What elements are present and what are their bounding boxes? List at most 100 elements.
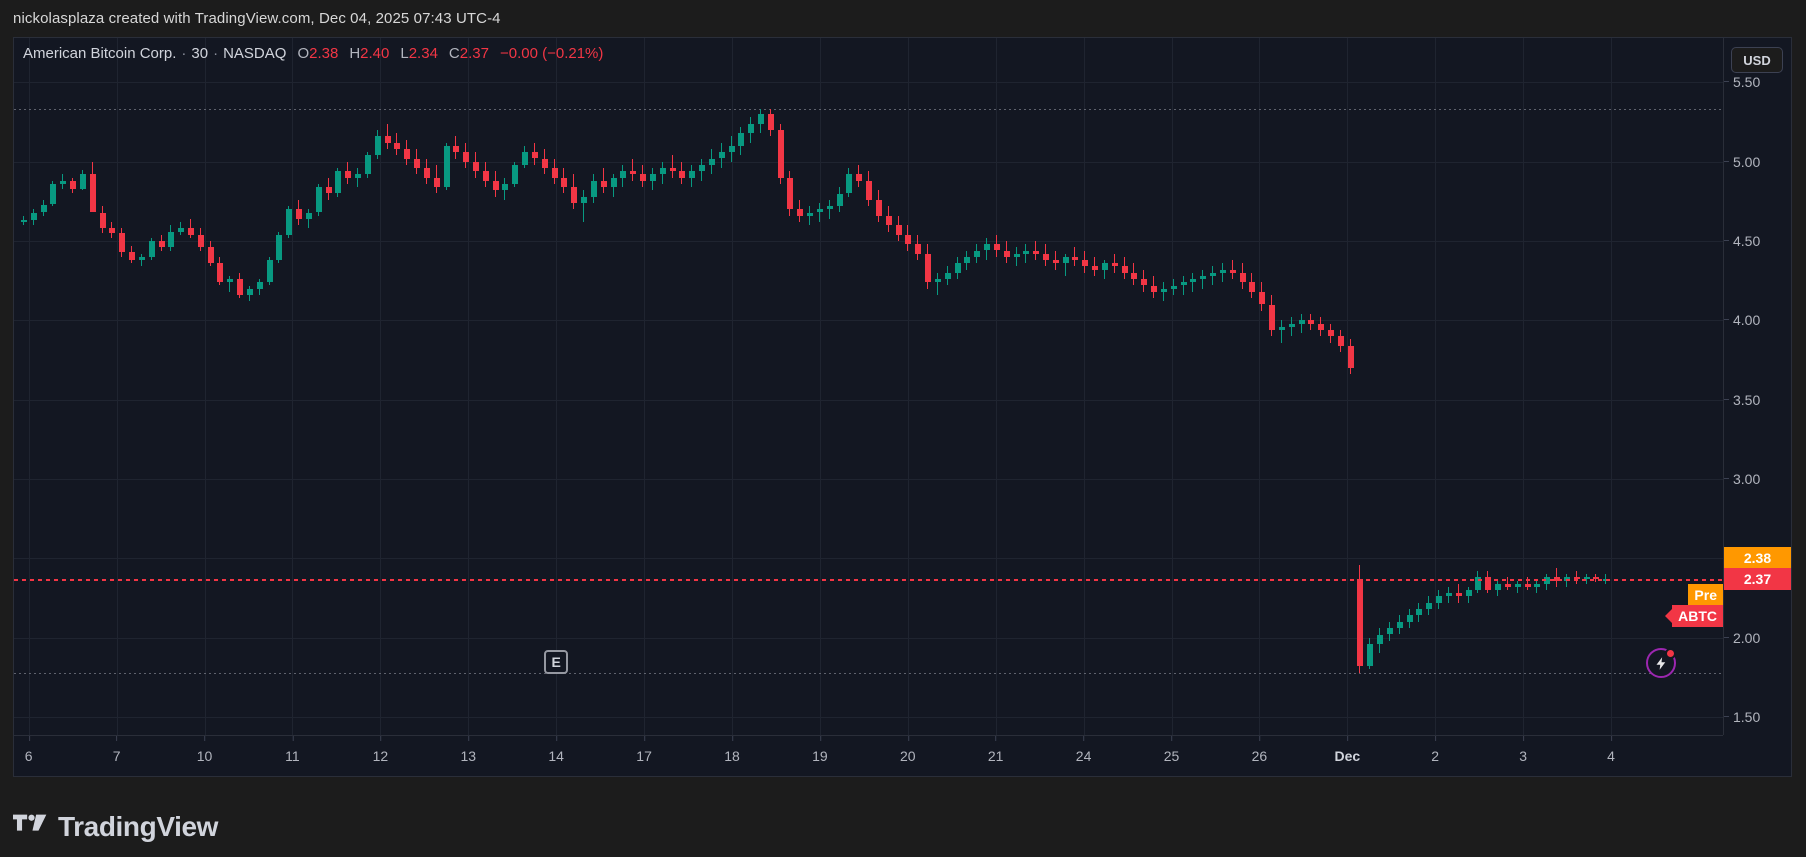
ohlc-legend[interactable]: American Bitcoin Corp. · 30 · NASDAQ O 2… (23, 45, 603, 63)
candle-body (678, 171, 685, 178)
candle-body (1347, 345, 1354, 368)
candle-body (1091, 266, 1098, 270)
candle-body (1573, 577, 1580, 579)
candle-body (885, 215, 892, 226)
candle-body (325, 187, 332, 194)
candle-body (69, 180, 76, 189)
candle-body (1160, 288, 1167, 292)
candle-body (30, 212, 37, 221)
candle-body (423, 168, 430, 178)
gridline-vertical (380, 38, 382, 735)
plot-background (14, 38, 1723, 735)
candle-wick (1104, 260, 1106, 280)
candle-body (49, 183, 56, 205)
candle-wick (1556, 567, 1558, 587)
gridline-vertical (1171, 38, 1173, 735)
candle-body (344, 171, 351, 178)
candle-body (551, 168, 558, 178)
legend-symbol[interactable]: American Bitcoin Corp. (23, 45, 177, 62)
candle-body (384, 136, 391, 143)
candle-body (1553, 577, 1560, 581)
candle-body (521, 152, 528, 165)
last-price-badge: 2.37 (1724, 568, 1791, 590)
candle-body (1317, 323, 1324, 330)
legend-interval[interactable]: 30 (191, 45, 209, 62)
time-tick: 19 (812, 736, 828, 777)
legend-exchange: NASDAQ (223, 45, 287, 62)
current-price-line (14, 579, 1723, 581)
legend-close-label: C (448, 45, 460, 62)
candle-wick (1163, 282, 1165, 302)
time-tick: 10 (197, 736, 212, 777)
candle-body (1150, 285, 1157, 292)
candle-body (904, 234, 911, 245)
candle-body (1003, 250, 1010, 257)
gridline-vertical (1083, 38, 1085, 735)
time-tick: 12 (373, 736, 388, 777)
candle-body (1199, 276, 1206, 280)
candle-body (443, 145, 450, 188)
candle-wick (1576, 571, 1578, 584)
legend-open-value: 2.38 (309, 45, 339, 62)
candle-body (266, 260, 273, 283)
time-tick: 11 (285, 736, 300, 777)
candle-body (669, 168, 676, 172)
time-tick: 18 (724, 736, 740, 777)
candle-wick (819, 203, 821, 222)
pre-market-price-badge: 2.38 (1724, 547, 1791, 569)
candle-body (1563, 577, 1570, 581)
time-tick: 20 (900, 736, 916, 777)
candle-body (167, 231, 174, 248)
candle-body (158, 241, 165, 248)
candle-wick (190, 218, 192, 238)
candle-body (99, 212, 106, 229)
earnings-marker[interactable]: E (544, 650, 569, 674)
candle-body (973, 250, 980, 257)
candle-body (1101, 263, 1108, 270)
lightning-icon[interactable] (1646, 648, 1676, 678)
price-scale[interactable]: USD 5.50 5.00 4.50 4.00 3.50 3.00 2.00 1.50 2.3… (1723, 38, 1791, 735)
currency-button[interactable]: USD (1731, 47, 1783, 73)
candle-body (954, 263, 961, 273)
legend-separator-1: · (181, 45, 187, 62)
candle-body (433, 177, 440, 188)
candle-body (708, 158, 715, 165)
candle-body (1022, 250, 1029, 254)
candle-body (944, 272, 951, 280)
candle-wick (1114, 253, 1116, 273)
candle-body (1583, 577, 1590, 579)
candle-body (718, 152, 725, 159)
gridline-vertical (644, 38, 646, 735)
gridline-horizontal (14, 637, 1723, 639)
candle-body (1396, 621, 1403, 629)
chart-frame: E American Bitcoin Corp. · 30 · NASDAQ O… (13, 37, 1792, 777)
chart-plot-area[interactable]: E (14, 38, 1723, 735)
candle-body (1514, 583, 1521, 587)
candle-body (1592, 577, 1599, 579)
candle-body (1062, 256, 1069, 264)
candle-wick (308, 209, 310, 229)
candle-body (914, 244, 921, 254)
candle-body (1140, 279, 1147, 286)
candle-body (1376, 634, 1383, 644)
candle-body (1435, 596, 1442, 603)
candle-body (315, 187, 322, 213)
candle-body (855, 174, 862, 181)
candle-body (1258, 291, 1265, 305)
candle-body (207, 247, 214, 264)
candle-body (993, 244, 1000, 251)
candle-body (1278, 326, 1285, 330)
gridline-vertical (732, 38, 733, 735)
legend-open-label: O (297, 45, 310, 62)
candle-body (79, 174, 86, 189)
time-tick: 17 (636, 736, 652, 777)
candle-body (305, 212, 312, 219)
time-scale[interactable]: 6 7 10 11 12 13 14 17 18 19 20 21 24 25 26 Dec 2 3 4 (14, 735, 1723, 776)
candle-body (786, 177, 793, 210)
candle-body (1130, 272, 1137, 280)
candle-body (374, 136, 381, 156)
price-tick: 4.00 (1724, 313, 1791, 327)
candle-wick (1222, 263, 1224, 283)
tradingview-logo-icon (13, 814, 47, 841)
